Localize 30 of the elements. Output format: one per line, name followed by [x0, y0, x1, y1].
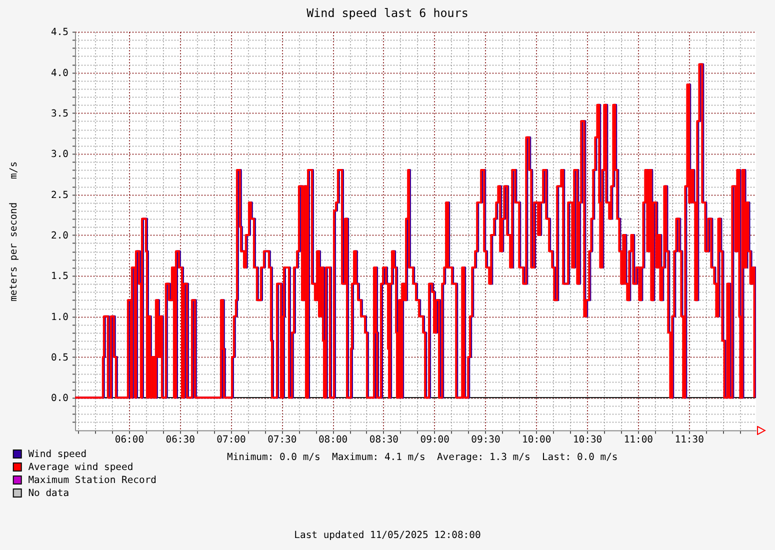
y-axis-title: meters per second m/s	[8, 161, 20, 302]
y-tick-label: 2.5	[51, 190, 69, 201]
y-tick-label: 4.5	[51, 27, 69, 38]
x-tick-label: 08:00	[318, 434, 348, 446]
x-tick-label: 09:30	[471, 434, 500, 446]
x-tick-label: 06:30	[166, 434, 196, 446]
y-tick-label: 1.0	[51, 312, 69, 323]
chart-title: Wind speed last 6 hours	[306, 6, 470, 20]
legend-label: Wind speed	[28, 449, 87, 460]
x-tick-label: 11:30	[674, 434, 704, 446]
legend-label: No data	[28, 488, 70, 500]
legend-label: Maximum Station Record	[28, 475, 157, 486]
y-tick-label: 2.0	[51, 230, 69, 242]
y-tick-label: 0.5	[51, 352, 69, 364]
x-tick-label: 08:30	[369, 434, 399, 446]
x-tick-label: 10:00	[522, 434, 552, 446]
y-tick-label: 0.0	[51, 393, 69, 404]
y-tick-label: 3.0	[51, 149, 69, 160]
x-tick-label: 09:00	[420, 434, 450, 446]
text: Minimum: 0.0 m/s Maximum: 4.1 m/s Average: 1.3 m/s Last: 0.0 m/s	[227, 452, 618, 464]
x-tick-label: 10:30	[572, 434, 602, 446]
legend-label: Average wind speed	[28, 462, 134, 474]
x-tick-label: 11:00	[624, 434, 654, 446]
x-tick-label: 06:00	[114, 434, 144, 446]
x-tick-label: 07:00	[216, 434, 246, 446]
x-tick-label: 07:30	[268, 434, 297, 446]
text: Last updated 11/05/2025 12:08:00	[293, 530, 482, 542]
y-tick-label: 4.0	[51, 68, 69, 79]
y-tick-label: 1.5	[51, 271, 69, 282]
y-tick-label: 3.5	[51, 108, 69, 120]
